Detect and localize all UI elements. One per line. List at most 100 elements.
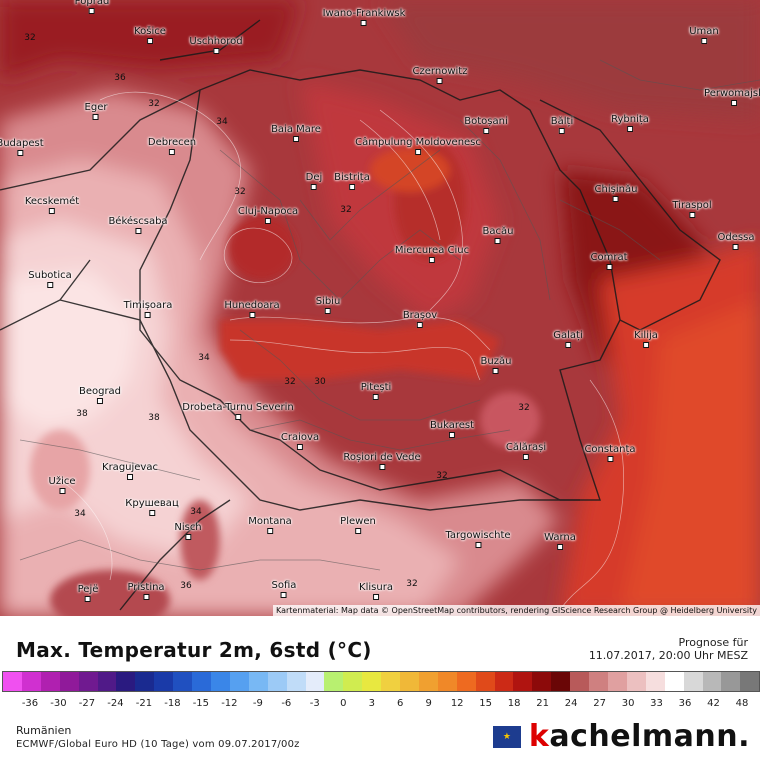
- scale-swatch: [608, 672, 627, 691]
- isotherm-value: 32: [284, 377, 296, 387]
- scale-tick-label: 21: [536, 698, 549, 709]
- map-title: Max. Temperatur 2m, 6std (°C): [16, 638, 372, 662]
- city-label: Targowischte: [445, 530, 511, 548]
- city-marker-icon: [59, 488, 65, 494]
- scale-tick-label: -3: [309, 698, 320, 709]
- scale-swatch: [494, 672, 514, 691]
- city-marker-icon: [349, 184, 355, 190]
- scale-swatch: [286, 672, 306, 691]
- city-label: Buzău: [481, 356, 511, 374]
- city-label: Kilija: [634, 330, 658, 348]
- scale-tick-label: 24: [564, 698, 578, 709]
- region-label: Rumänien: [16, 724, 72, 737]
- scale-swatch: [475, 672, 495, 691]
- city-label: Uschhorod: [189, 36, 243, 54]
- eu-flag-icon: ★: [492, 726, 521, 748]
- scale-swatch: [173, 672, 193, 691]
- city-label: Comrat: [590, 252, 628, 270]
- city-marker-icon: [564, 342, 571, 348]
- scale-tick-label: -9: [252, 698, 263, 709]
- city-marker-icon: [494, 238, 501, 244]
- city-marker-icon: [48, 208, 55, 214]
- isotherm-value: 36: [180, 581, 192, 591]
- scale-tick-label: -27: [78, 698, 96, 709]
- city-label: Brașov: [403, 310, 437, 328]
- isotherm-value: 32: [24, 33, 36, 43]
- scale-tick-label: 18: [507, 698, 521, 709]
- isotherm-value: 34: [190, 507, 202, 517]
- scale-swatch: [135, 672, 155, 691]
- city-label: Dej: [306, 172, 322, 190]
- city-marker-icon: [84, 596, 91, 602]
- city-marker-icon: [281, 592, 287, 598]
- city-marker-icon: [185, 534, 191, 540]
- scale-tick-label: -24: [107, 698, 124, 709]
- isotherm-value: 32: [518, 403, 530, 413]
- scale-swatch: [324, 672, 344, 691]
- city-marker-icon: [354, 528, 361, 534]
- city-label: Bistrița: [334, 172, 370, 190]
- city-marker-icon: [732, 244, 739, 250]
- city-label: Tiraspol: [672, 200, 712, 218]
- scale-tick-label: -21: [135, 698, 153, 709]
- city-marker-icon: [310, 184, 317, 190]
- city-marker-icon: [437, 78, 443, 84]
- city-label: Călărași: [506, 442, 546, 460]
- isotherm-value: 38: [148, 413, 160, 423]
- city-marker-icon: [627, 126, 633, 132]
- scale-tick-label: -36: [21, 698, 39, 709]
- isotherm-value: 32: [234, 187, 246, 197]
- forecast-info: Prognose für 11.07.2017, 20:00 Uhr MESZ: [589, 636, 748, 662]
- isotherm-value: 32: [406, 579, 418, 589]
- scale-swatch: [551, 672, 571, 691]
- scale-swatch: [456, 672, 476, 691]
- city-label: Subotica: [28, 270, 72, 288]
- city-marker-icon: [730, 100, 737, 106]
- city-marker-icon: [482, 128, 489, 134]
- scale-swatch: [513, 672, 533, 691]
- city-label: Perwomajsk: [704, 88, 760, 106]
- city-label: Drobeta-Turnu Severin: [182, 402, 294, 420]
- city-marker-icon: [557, 544, 563, 550]
- city-marker-icon: [415, 149, 421, 155]
- city-label: Câmpulung Moldovenesc: [355, 137, 481, 155]
- scale-swatch: [437, 672, 457, 691]
- scale-swatch: [626, 672, 646, 691]
- city-marker-icon: [379, 464, 385, 470]
- scale-swatch: [3, 672, 22, 691]
- scale-swatch: [418, 672, 438, 691]
- brand-rest: achelmann.: [549, 719, 750, 754]
- isotherm-value: 32: [340, 205, 352, 215]
- color-scale: [2, 671, 760, 692]
- scale-swatch: [229, 672, 249, 691]
- scale-swatch: [721, 672, 741, 691]
- city-label: Plewen: [340, 516, 376, 534]
- city-label: Sofia: [272, 580, 296, 598]
- scale-tick-label: 15: [479, 698, 493, 709]
- city-marker-icon: [93, 114, 99, 120]
- scale-swatch: [21, 672, 41, 691]
- city-marker-icon: [266, 528, 273, 534]
- scale-tick-label: 3: [368, 698, 375, 709]
- city-label: Pitești: [361, 382, 391, 400]
- scale-swatch: [589, 672, 608, 691]
- city-marker-icon: [428, 257, 435, 263]
- city-marker-icon: [449, 432, 455, 438]
- isotherm-value: 34: [74, 509, 86, 519]
- city-label: Warna: [544, 532, 576, 550]
- scale-swatch: [116, 672, 136, 691]
- scale-swatch: [59, 672, 79, 691]
- city-label: Odessa: [718, 232, 754, 250]
- city-label: Rybnița: [611, 114, 649, 132]
- city-marker-icon: [143, 594, 149, 600]
- scale-swatch: [267, 672, 287, 691]
- map-attribution: Kartenmaterial: Map data © OpenStreetMap…: [272, 605, 760, 616]
- city-label: Baia Mare: [271, 124, 321, 142]
- city-label: Pristina: [127, 582, 165, 600]
- kachelmann-logo[interactable]: ★ kachelmann.: [492, 719, 750, 754]
- city-marker-icon: [144, 312, 151, 318]
- city-label: Roșiori de Vede: [343, 452, 421, 470]
- scale-tick-label: 30: [621, 698, 635, 709]
- city-marker-icon: [612, 196, 619, 202]
- scale-tick-label: -12: [221, 698, 238, 709]
